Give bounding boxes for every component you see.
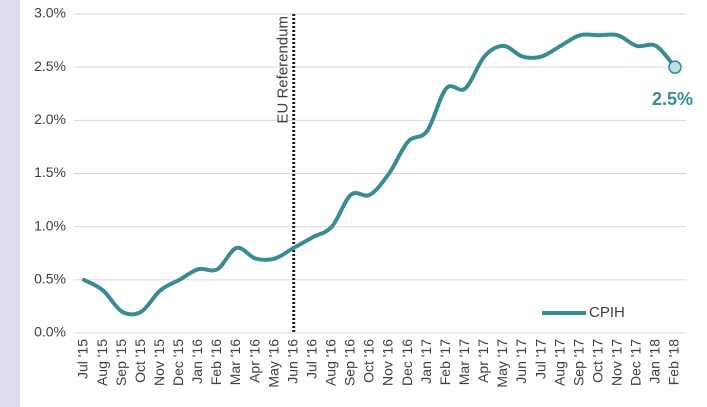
x-tick-label: Jul '15 <box>75 339 91 379</box>
y-tick-label: 1.0% <box>34 217 66 233</box>
x-tick-label: Dec '17 <box>628 339 644 386</box>
x-tick-label: Nov '16 <box>380 339 396 386</box>
x-tick-label: Jul '16 <box>303 339 319 379</box>
x-tick-label: Sep '15 <box>113 339 129 386</box>
annotation-text: EU Referendum <box>275 16 292 124</box>
x-tick-label: Apr '16 <box>246 339 262 383</box>
end-marker <box>668 60 682 74</box>
side-panel <box>0 0 20 407</box>
x-tick-label: Sep '17 <box>570 339 586 386</box>
x-tick-label: May '17 <box>494 339 510 388</box>
y-tick-label: 1.5% <box>34 164 66 180</box>
x-tick-label: Feb '18 <box>666 339 682 385</box>
x-tick-label: Feb '17 <box>437 339 453 385</box>
legend-label: CPIH <box>589 304 625 321</box>
x-tick-label: Aug '15 <box>94 339 110 386</box>
x-tick-label: Jun '17 <box>513 339 529 384</box>
x-tick-label: Jan '16 <box>189 339 205 384</box>
x-tick-label: Mar '16 <box>227 339 243 385</box>
x-tick-label: Aug '16 <box>323 339 339 386</box>
y-tick-label: 0.0% <box>34 324 66 340</box>
x-tick-label: Sep '16 <box>342 339 358 386</box>
x-tick-label: Nov '17 <box>609 339 625 386</box>
y-tick-label: 3.0% <box>34 5 66 21</box>
x-tick-label: Aug '17 <box>551 339 567 386</box>
x-tick-label: Apr '17 <box>475 339 491 383</box>
x-tick-label: Dec '15 <box>170 339 186 386</box>
x-tick-label: Oct '15 <box>132 339 148 383</box>
data-line <box>82 32 677 317</box>
y-tick-label: 2.5% <box>34 58 66 74</box>
data-label: 2.5% <box>652 89 693 109</box>
x-tick-label: Jan '18 <box>647 339 663 384</box>
x-tick-label: Jun '16 <box>284 339 300 384</box>
x-tick-label: Nov '15 <box>151 339 167 386</box>
x-tick-label: Feb '16 <box>208 339 224 385</box>
x-tick-label: Oct '17 <box>589 339 605 383</box>
y-tick-label: 0.5% <box>34 271 66 287</box>
x-tick-label: Dec '16 <box>399 339 415 386</box>
x-tick-label: Oct '16 <box>361 339 377 383</box>
x-tick-label: Jul '17 <box>532 339 548 379</box>
x-tick-label: Mar '17 <box>456 339 472 385</box>
x-tick-label: Jan '17 <box>418 339 434 384</box>
y-tick-label: 2.0% <box>34 111 66 127</box>
x-tick-label: May '16 <box>265 339 281 388</box>
